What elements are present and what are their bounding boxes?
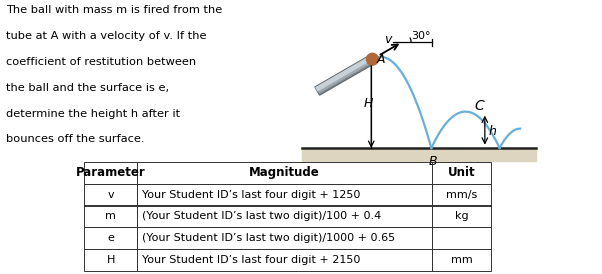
Text: mm: mm: [451, 255, 473, 265]
Text: (Your Student ID’s last two digit)/1000 + 0.65: (Your Student ID’s last two digit)/1000 …: [143, 233, 396, 243]
Bar: [432, 249, 491, 271]
Text: kg: kg: [455, 212, 468, 221]
Text: The ball with mass m is fired from the: The ball with mass m is fired from the: [6, 5, 222, 15]
Text: mm/s: mm/s: [446, 190, 477, 199]
Bar: [84, 249, 137, 271]
Text: tube at A with a velocity of v. If the: tube at A with a velocity of v. If the: [6, 31, 206, 41]
Text: Magnitude: Magnitude: [249, 166, 320, 179]
Bar: [137, 184, 432, 206]
Text: m: m: [105, 212, 116, 221]
Circle shape: [367, 53, 378, 65]
Polygon shape: [315, 55, 373, 92]
Bar: [84, 162, 137, 184]
Text: B: B: [429, 155, 437, 168]
Text: (Your Student ID’s last two digit)/100 + 0.4: (Your Student ID’s last two digit)/100 +…: [143, 212, 382, 221]
Bar: [432, 184, 491, 206]
Text: Your Student ID’s last four digit + 1250: Your Student ID’s last four digit + 1250: [143, 190, 361, 199]
Bar: [432, 227, 491, 249]
Polygon shape: [315, 55, 375, 95]
Text: 30°: 30°: [412, 32, 431, 41]
Bar: [84, 227, 137, 249]
Text: h: h: [489, 125, 497, 138]
Bar: [432, 162, 491, 184]
Text: v: v: [383, 33, 391, 46]
Bar: [84, 184, 137, 206]
Bar: [84, 206, 137, 227]
Text: determine the height h after it: determine the height h after it: [6, 109, 180, 119]
Text: Parameter: Parameter: [76, 166, 146, 179]
Polygon shape: [318, 62, 375, 95]
Text: H: H: [364, 97, 373, 110]
Bar: [432, 206, 491, 227]
Text: Unit: Unit: [448, 166, 476, 179]
Text: bounces off the surface.: bounces off the surface.: [6, 134, 144, 144]
Bar: [137, 162, 432, 184]
Text: v: v: [107, 190, 114, 199]
Text: C: C: [474, 99, 485, 113]
Text: Your Student ID’s last four digit + 2150: Your Student ID’s last four digit + 2150: [143, 255, 361, 265]
Text: H: H: [107, 255, 115, 265]
Bar: [137, 249, 432, 271]
Text: e: e: [107, 233, 114, 243]
Text: A: A: [376, 53, 385, 66]
Text: coefficient of restitution between: coefficient of restitution between: [6, 57, 196, 67]
Bar: [137, 206, 432, 227]
Text: the ball and the surface is e,: the ball and the surface is e,: [6, 83, 169, 93]
Bar: [137, 227, 432, 249]
